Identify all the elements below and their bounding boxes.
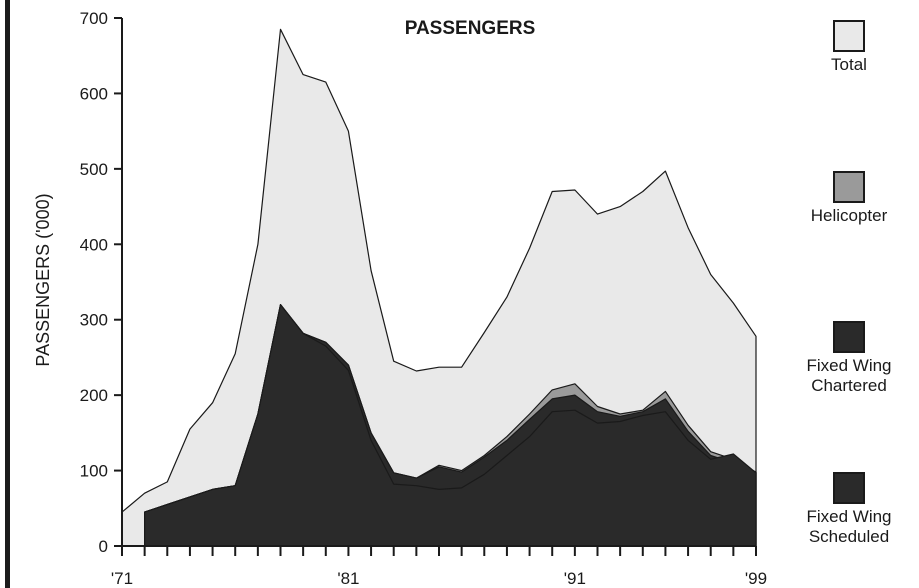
legend-label-helicopter: Helicopter — [810, 206, 888, 225]
y-tick-label: 600 — [80, 84, 108, 103]
legend-swatch-fixed-wing-chartered — [833, 321, 865, 353]
y-tick-label: 400 — [80, 235, 108, 254]
y-tick-label: 200 — [80, 386, 108, 405]
y-tick-label: 100 — [80, 462, 108, 481]
y-tick-label: 0 — [99, 537, 108, 556]
legend-swatch-total — [833, 20, 865, 52]
x-tick-label: '91 — [564, 569, 586, 588]
legend-label-fixed-wing-chartered: Fixed Wing Chartered — [806, 356, 892, 395]
y-tick-label: 700 — [80, 9, 108, 28]
legend-label-fixed-wing-scheduled: Fixed Wing Scheduled — [806, 507, 892, 546]
x-tick-label: '81 — [337, 569, 359, 588]
y-axis-label: PASSENGERS ('000) — [33, 193, 53, 366]
axes: 0 100 200 300 400 500 600 700 '71 '81 '91 '99 — [80, 9, 767, 588]
legend-label-total: Total — [831, 55, 867, 74]
legend-item-fixed-wing-scheduled: Fixed Wing Scheduled — [784, 472, 914, 547]
legend-swatch-fixed-wing-scheduled — [833, 472, 865, 504]
legend-item-total: Total — [784, 20, 914, 75]
x-tick-label: '71 — [111, 569, 133, 588]
frame-border — [5, 0, 10, 588]
y-tick-label: 300 — [80, 311, 108, 330]
legend-item-helicopter: Helicopter — [784, 171, 914, 226]
series-area-fixed-wing-scheduled — [144, 304, 757, 547]
legend-swatch-helicopter — [833, 171, 865, 203]
chart-title: PASSENGERS — [405, 18, 536, 39]
x-tick-label: '99 — [745, 569, 767, 588]
y-tick-label: 500 — [80, 160, 108, 179]
legend-item-fixed-wing-chartered: Fixed Wing Chartered — [784, 321, 914, 396]
area-layers — [121, 28, 757, 547]
